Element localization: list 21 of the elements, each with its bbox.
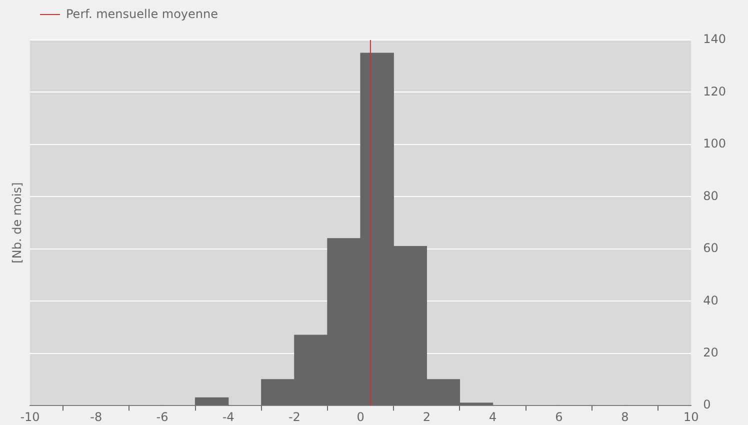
y-tick-label: 60 (703, 241, 718, 256)
x-tick-label: -6 (156, 410, 168, 424)
x-tick-label: 10 (683, 410, 699, 424)
x-tick-label: 6 (555, 410, 563, 424)
y-tick-label: 80 (703, 188, 718, 203)
x-tick-label: 4 (488, 410, 497, 424)
legend-label: Perf. mensuelle moyenne (66, 7, 218, 21)
y-tick-label: 100 (703, 136, 726, 151)
y-tick-label: 40 (703, 293, 718, 308)
y-tick-label: 140 (703, 32, 726, 46)
x-tick-label: -10 (20, 410, 40, 424)
x-tick-label: 0 (356, 410, 364, 424)
x-tick-label: -4 (222, 410, 234, 424)
x-tick-label: -2 (288, 410, 300, 424)
y-tick-label: 20 (703, 345, 718, 360)
y-axis-title: [Nb. de mois] (10, 182, 24, 264)
y-tick-label: 120 (703, 84, 726, 98)
x-tick-label: 8 (621, 410, 629, 424)
x-tick-label: 2 (422, 410, 430, 424)
x-tick-label: -8 (90, 410, 102, 424)
y-tick-label: 0 (703, 398, 711, 412)
